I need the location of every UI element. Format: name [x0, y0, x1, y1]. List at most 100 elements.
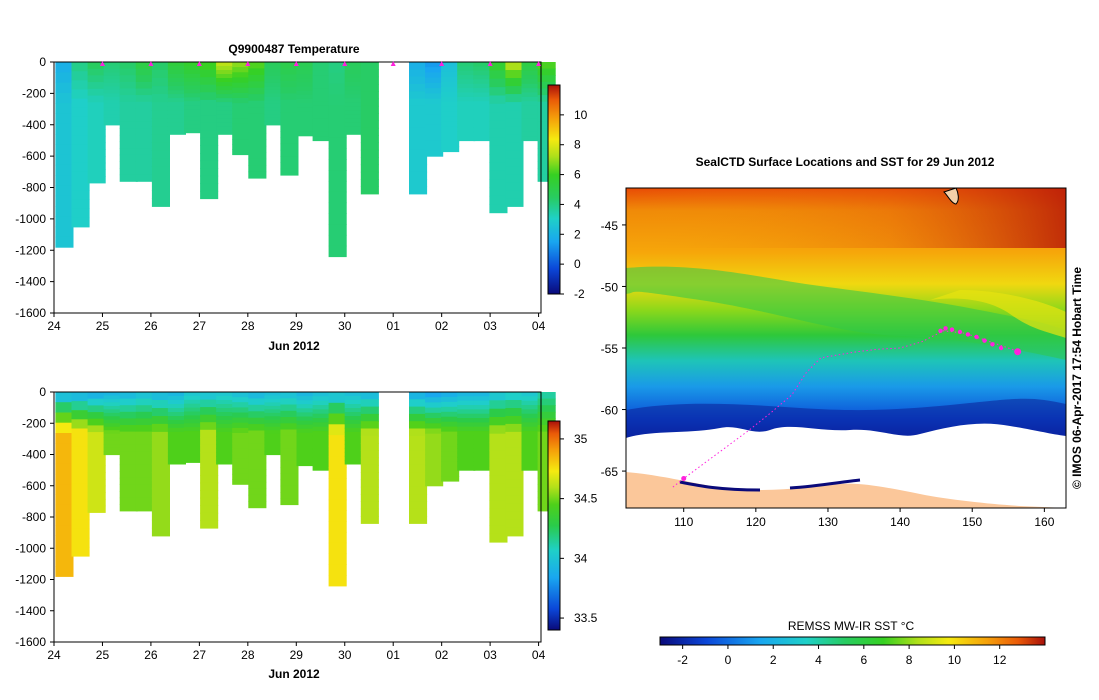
profile-cell — [103, 433, 122, 438]
profile-cell — [135, 101, 154, 109]
profile-cell — [312, 114, 331, 120]
profile-cell — [248, 481, 267, 489]
profile-cell — [312, 396, 331, 402]
profile-cell — [248, 430, 267, 438]
profile-cell — [441, 461, 460, 467]
coastal-sst — [679, 478, 861, 492]
profile-cell — [296, 78, 315, 84]
profile-cell — [184, 442, 203, 448]
profile-cell — [103, 75, 122, 80]
profile-cell — [248, 398, 267, 406]
profile-cell — [264, 103, 283, 108]
profile-cell — [457, 96, 476, 102]
profile-cell — [55, 412, 74, 424]
profile-cell — [328, 488, 347, 501]
profile-cell — [521, 118, 540, 124]
profile-cell — [409, 105, 428, 114]
profile-cell — [360, 464, 379, 473]
profile-cell — [457, 392, 476, 397]
profile-cell — [505, 182, 524, 191]
profile-cell — [87, 122, 106, 130]
x-tick-label: 01 — [387, 648, 401, 662]
daily-marker — [293, 61, 299, 66]
profile-cell — [119, 62, 138, 70]
profile-cell — [119, 108, 138, 116]
profile-cell — [200, 414, 219, 423]
profile-cell — [264, 72, 283, 77]
profile-cell — [344, 423, 363, 429]
profile-cell — [151, 78, 170, 87]
profile-cell — [312, 448, 331, 454]
profile-cell — [360, 501, 379, 510]
salinity-colorbar-ticks: 35 34.5 34 33.5 — [560, 432, 598, 625]
profile-cell — [328, 413, 347, 425]
profile-cell — [151, 94, 170, 103]
profile-cell — [328, 478, 347, 490]
profile-cell — [55, 443, 74, 454]
profile-cell — [457, 101, 476, 107]
profile-cell — [328, 148, 347, 160]
profile-cell — [135, 141, 154, 149]
profile-cell — [344, 412, 363, 417]
profile-cell — [489, 145, 508, 155]
profile-cell — [360, 69, 379, 78]
profile-cell — [296, 445, 315, 450]
profile-cell — [457, 66, 476, 72]
profile-cell — [344, 74, 363, 79]
profile-cell — [119, 484, 138, 492]
profile-cell — [248, 139, 267, 147]
profile-cell — [296, 408, 315, 413]
profile-cell — [135, 148, 154, 156]
profile-cell — [135, 81, 154, 90]
profile-cell — [264, 89, 283, 94]
profile-cell — [151, 134, 170, 143]
profile-cell — [441, 86, 460, 93]
profile-cell — [151, 519, 170, 529]
profile-cell — [521, 66, 540, 72]
profile-cell — [425, 98, 444, 105]
colorbar-tick-label: 34.5 — [574, 492, 598, 506]
profile-cell — [505, 527, 524, 537]
profile-cell — [328, 83, 347, 95]
profile-cell — [409, 428, 428, 437]
profile-cell — [457, 439, 476, 445]
profile-cell — [103, 89, 122, 94]
lat-tick-label: -65 — [601, 465, 619, 479]
profile-cell — [521, 426, 540, 432]
profile-cell — [151, 400, 170, 409]
profile-cell — [135, 88, 154, 96]
profile-cell — [232, 463, 251, 470]
profile-cell — [119, 392, 138, 400]
profile-cell — [296, 396, 315, 401]
profile-cell — [135, 491, 154, 499]
profile-cell — [264, 409, 283, 414]
y-tick-label: -800 — [22, 510, 46, 524]
profile-cell — [264, 412, 283, 417]
profile-cell — [167, 98, 186, 103]
profile-cell — [537, 141, 556, 149]
profile-cell — [248, 411, 267, 419]
profile-cell — [457, 431, 476, 436]
profile-cell — [200, 392, 219, 401]
profile-cell — [103, 79, 122, 84]
profile-cell — [537, 115, 556, 123]
profile-cell — [119, 451, 138, 459]
salinity-colorbar — [547, 420, 561, 631]
profile-cell — [167, 74, 186, 79]
profile-cell — [409, 443, 428, 451]
profile-cell — [328, 105, 347, 117]
profile-cell — [473, 413, 492, 419]
profile-cell — [200, 130, 219, 139]
profile-cell — [71, 62, 90, 72]
y-tick-label: -1400 — [15, 604, 46, 618]
profile-cell — [248, 494, 267, 502]
colorbar-tick-label: 33.5 — [574, 611, 598, 625]
profile-cell — [489, 95, 508, 105]
seal-track — [672, 330, 1020, 488]
profile-cell — [248, 132, 267, 140]
profile-cell — [409, 186, 428, 195]
profile-cell — [457, 131, 476, 137]
profile-cell — [119, 115, 138, 123]
profile-cell — [135, 95, 154, 103]
